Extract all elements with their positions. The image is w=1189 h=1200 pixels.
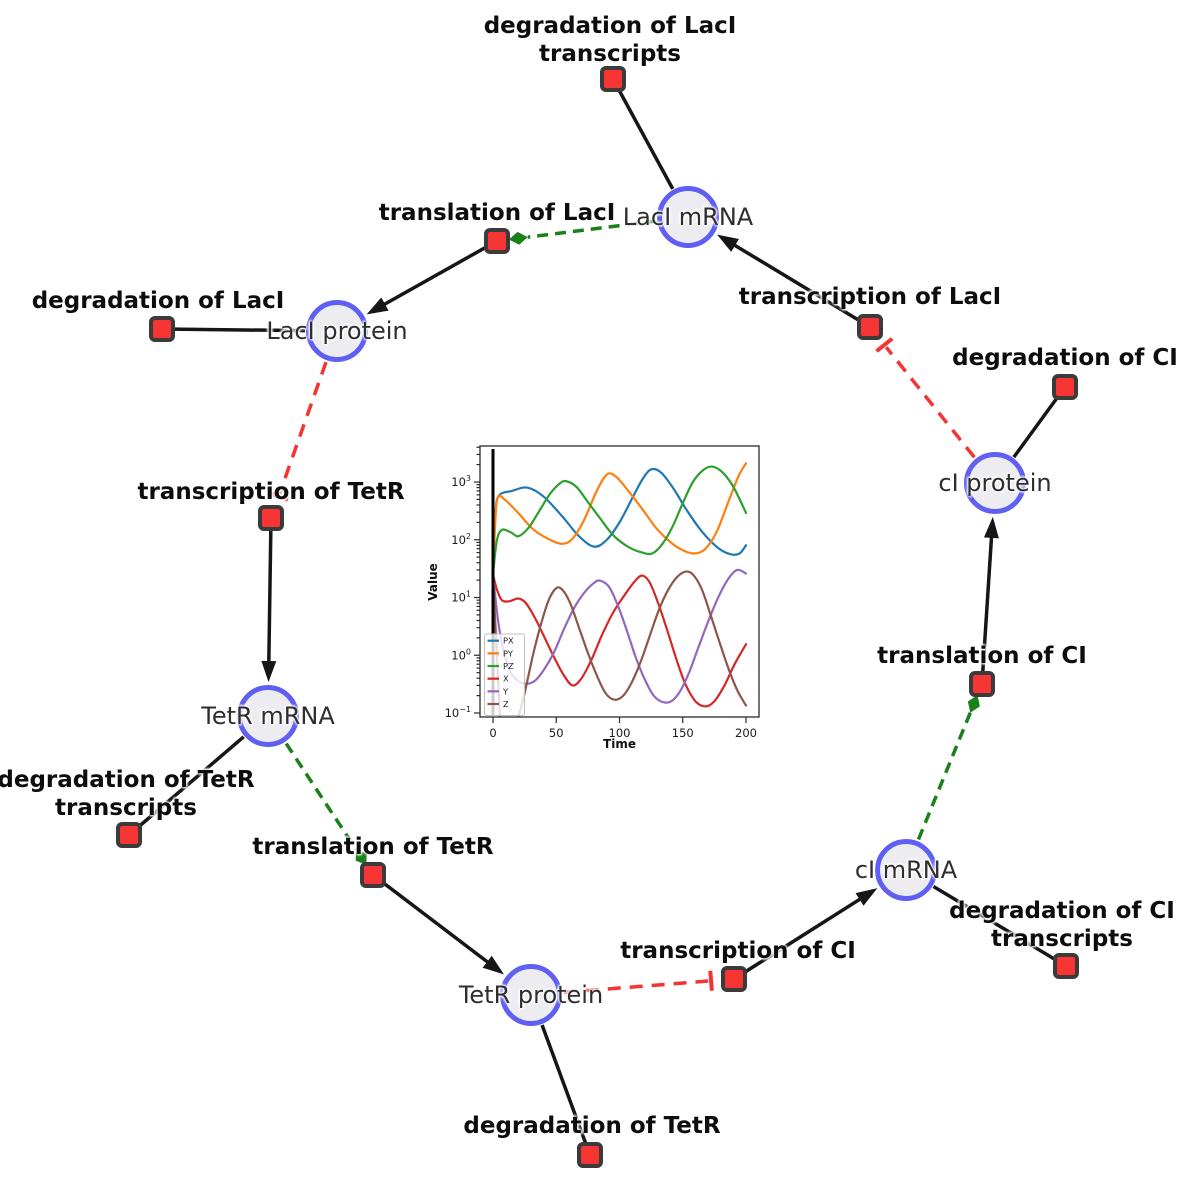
legend-label-Z: Z (503, 699, 509, 709)
reaction-node-transcription-laci (857, 314, 883, 340)
simulation-plot: 0 50 100 150 20010−1100101102103TimeValuePXP… (426, 445, 760, 751)
svg-text:100: 100 (609, 726, 631, 740)
species-label-ci-protein: cI protein (938, 469, 1052, 497)
reaction-node-transcription-ci (721, 966, 747, 992)
edge-modifier-tetr-mrna-translation-tetr (284, 742, 367, 865)
edge-consumption-ci-mrna-deg-ci-transcripts (932, 884, 1067, 968)
curve-PZ (491, 465, 748, 576)
ylabel: Value (426, 563, 440, 601)
edge-consumption-laci-mrna-deg-laci-transcripts (611, 78, 675, 190)
legend: PX PY PZ XYZ (484, 633, 525, 716)
edge-modifier-laci-mrna-translation-laci (508, 219, 656, 245)
edge-production-transcription-laci-laci-mrna (717, 234, 871, 329)
species-node-tetr-mrna (237, 685, 299, 747)
reaction-label-deg-tetr-transcripts: degradation of TetR transcripts (0, 767, 255, 821)
reaction-label-deg-ci: degradation of CI (952, 345, 1178, 371)
axis-ticks (474, 446, 747, 723)
svg-text:150: 150 (672, 726, 694, 740)
svg-text:101: 101 (451, 590, 471, 605)
reaction-label-transcription-tetr: transcription of TetR (137, 479, 405, 505)
species-node-ci-mrna (875, 839, 937, 901)
edge-consumption-tetr-mrna-deg-tetr-transcripts (127, 735, 245, 837)
edge-consumption-tetr-protein-deg-tetr (540, 1024, 592, 1156)
reaction-node-deg-ci-transcripts (1053, 953, 1079, 979)
legend-label-Y: Y (502, 686, 509, 696)
edge-production-transcription-tetr-tetr-mrna (261, 517, 277, 683)
legend-label-PZ: PZ (503, 661, 514, 671)
edge-production-translation-tetr-tetr-protein (371, 873, 504, 975)
reaction-node-deg-laci (149, 316, 175, 342)
reaction-label-translation-tetr: translation of TetR (252, 834, 494, 860)
reaction-label-deg-ci-transcripts: degradation of CI transcripts (949, 898, 1175, 952)
curve-X (491, 573, 748, 708)
species-node-laci-mrna (657, 186, 719, 248)
svg-text:100: 100 (451, 647, 471, 662)
reaction-label-deg-laci: degradation of LacI (31, 288, 285, 314)
reaction-label-transcription-ci: transcription of CI (620, 938, 856, 964)
edge-production-transcription-ci-ci-mrna (733, 888, 878, 981)
svg-text:103: 103 (451, 474, 471, 489)
svg-text:0: 0 (489, 726, 496, 740)
species-node-tetr-protein (500, 964, 562, 1026)
curve-PY (491, 462, 748, 576)
species-label-laci-mrna: LacI mRNA (622, 203, 754, 231)
svg-text:50: 50 (549, 726, 564, 740)
edge-production-translation-laci-laci-protein (366, 239, 498, 315)
species-label-tetr-protein: TetR protein (458, 981, 604, 1009)
svg-text:10−1: 10−1 (445, 705, 471, 720)
reaction-label-deg-tetr: degradation of TetR (463, 1113, 721, 1139)
reaction-node-deg-ci (1052, 374, 1078, 400)
svg-text:200: 200 (735, 726, 757, 740)
edge-production-translation-ci-ci-protein (980, 516, 999, 685)
reaction-node-transcription-tetr (258, 505, 284, 531)
reaction-label-translation-laci: translation of LacI (378, 200, 616, 226)
species-node-laci-protein (306, 300, 368, 362)
curve-Y (491, 568, 748, 704)
reaction-node-deg-tetr (577, 1142, 603, 1168)
edge-consumption-laci-protein-deg-laci (161, 327, 306, 333)
reaction-node-translation-tetr (360, 862, 386, 888)
edge-modifier-ci-mrna-translation-ci (916, 695, 980, 841)
legend-label-PY: PY (503, 648, 514, 658)
edge-inhibition-ci-protein-transcription-laci (875, 337, 976, 459)
reaction-label-deg-laci-transcripts: degradation of LacI transcripts (483, 13, 737, 67)
species-label-ci-mrna: cI mRNA (854, 856, 958, 884)
reaction-node-deg-tetr-transcripts (116, 822, 142, 848)
legend-label-PX: PX (503, 636, 514, 646)
xlabel: Time (603, 737, 636, 751)
reaction-label-transcription-laci: transcription of LacI (738, 284, 1002, 310)
edge-inhibition-laci-protein-transcription-tetr (268, 361, 328, 502)
legend-label-X: X (503, 674, 509, 684)
reaction-node-deg-laci-transcripts (600, 66, 626, 92)
svg-text:102: 102 (451, 532, 471, 547)
plot-curves (491, 462, 748, 717)
species-node-ci-protein (964, 452, 1026, 514)
reaction-node-translation-ci (969, 671, 995, 697)
curve-Z (491, 570, 748, 717)
edge-inhibition-tetr-protein-transcription-ci (563, 970, 714, 995)
reaction-node-translation-laci (484, 228, 510, 254)
species-label-tetr-mrna: TetR mRNA (201, 702, 335, 730)
curve-PX (491, 467, 748, 576)
species-label-laci-protein: LacI protein (266, 317, 408, 345)
reaction-label-translation-ci: translation of CI (877, 643, 1087, 669)
